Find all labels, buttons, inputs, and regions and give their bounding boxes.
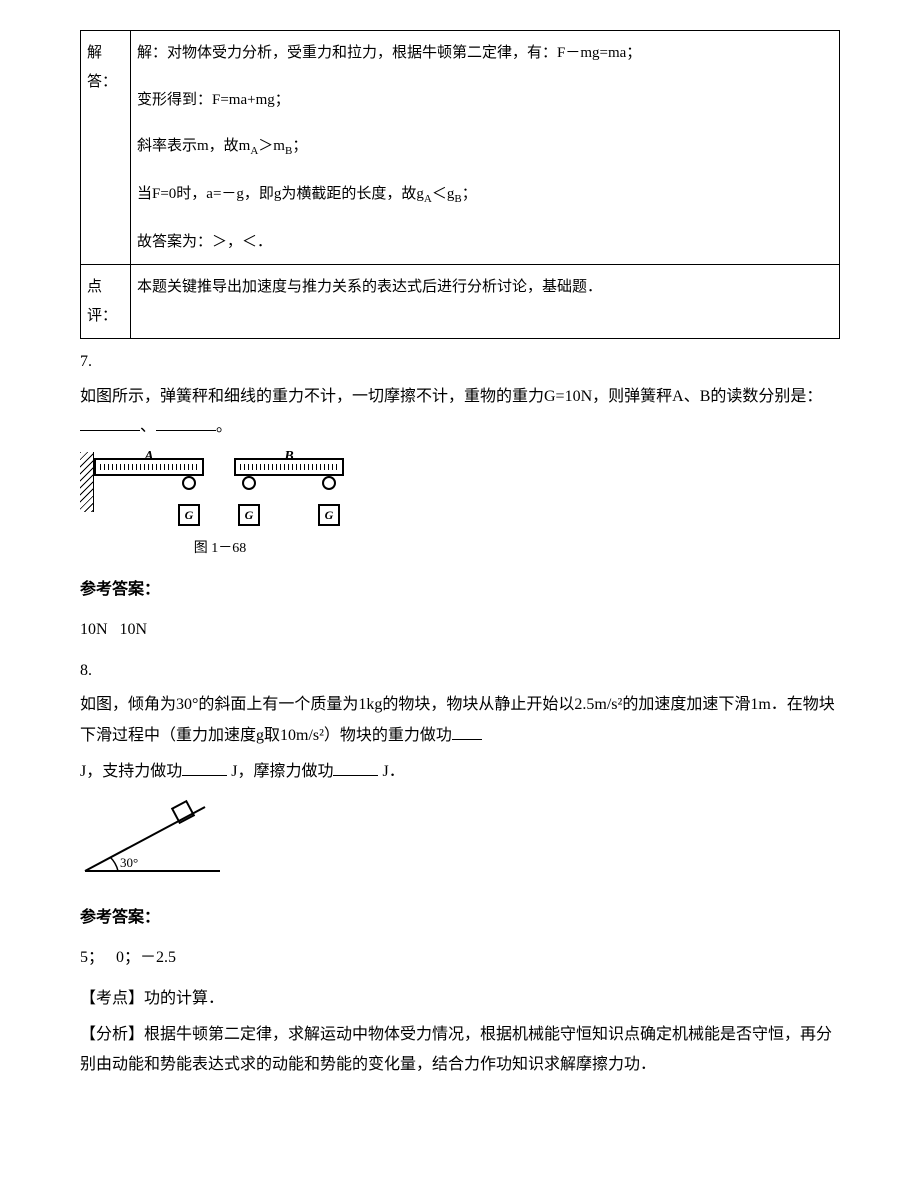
solution-line: 变形得到：F=ma+mg；	[137, 86, 833, 115]
spring-a-assembly: A G	[80, 452, 204, 526]
blank-input	[333, 760, 378, 776]
row-label: 点评：	[81, 265, 131, 339]
table-row: 解答： 解：对物体受力分析，受重力和拉力，根据牛顿第二定律，有：F－mg=ma；…	[81, 31, 840, 265]
q8-text2b: J，摩擦力做功	[227, 763, 333, 780]
q7-text-prefix: 如图所示，弹簧秤和细线的重力不计，一切摩擦不计，重物的重力G=10N，则弹簧秤A…	[80, 388, 822, 405]
spring-scale-a: A	[94, 458, 204, 476]
solution-line: 当F=0时，a=－g，即g为横截距的长度，故gA＜gB；	[137, 180, 833, 210]
q7-period: 。	[216, 418, 232, 435]
weight-box: G	[238, 504, 260, 526]
spring-b-assembly: B G G	[234, 452, 344, 526]
spring-label-a: A	[144, 444, 153, 471]
answer-header: 参考答案：	[80, 903, 840, 933]
row-label: 解答：	[81, 31, 131, 265]
keypoint-line: 【考点】功的计算．	[80, 984, 840, 1014]
answer-text: 10N 10N	[80, 615, 840, 645]
solution-line: 斜率表示m，故mA＞mB；	[137, 132, 833, 162]
row-content: 本题关键推导出加速度与推力关系的表达式后进行分析讨论，基础题．	[131, 265, 840, 339]
solution-line: 解：对物体受力分析，受重力和拉力，根据牛顿第二定律，有：F－mg=ma；	[137, 39, 833, 68]
question-number: 8.	[80, 656, 840, 686]
pulley-icon	[242, 476, 256, 490]
weight-box: G	[318, 504, 340, 526]
answer-header: 参考答案：	[80, 575, 840, 605]
question-number: 7.	[80, 347, 840, 377]
an-text: 根据牛顿第二定律，求解运动中物体受力情况，根据机械能守恒知识点确定机械能是否守恒…	[80, 1026, 832, 1073]
weight-box: G	[178, 504, 200, 526]
spring-label-b: B	[284, 444, 293, 471]
q8-text2c: J．	[378, 763, 404, 780]
analysis-line: 【分析】根据牛顿第二定律，求解运动中物体受力情况，根据机械能守恒知识点确定机械能…	[80, 1020, 840, 1081]
solution-table: 解答： 解：对物体受力分析，受重力和拉力，根据牛顿第二定律，有：F－mg=ma；…	[80, 30, 840, 339]
spring-scale-b: B	[234, 458, 344, 476]
blank-input	[156, 415, 216, 431]
blank-input	[452, 724, 482, 740]
question-text: 如图，倾角为30°的斜面上有一个质量为1kg的物块，物块从静止开始以2.5m/s…	[80, 690, 840, 751]
row-content: 解：对物体受力分析，受重力和拉力，根据牛顿第二定律，有：F－mg=ma； 变形得…	[131, 31, 840, 265]
question-text-cont: J，支持力做功 J，摩擦力做功 J．	[80, 757, 840, 787]
q7-sep: 、	[140, 418, 156, 435]
kp-text: 功的计算．	[144, 990, 224, 1007]
blank-input	[182, 760, 227, 776]
blank-input	[80, 415, 140, 431]
q8-text2a: J，支持力做功	[80, 763, 182, 780]
angle-label: 30°	[120, 855, 138, 870]
pulley-icon	[182, 476, 196, 490]
diagram-caption: 图 1－68	[80, 536, 360, 563]
kp-label: 【考点】	[80, 990, 144, 1007]
answer-text: 5； 0；－2.5	[80, 943, 840, 973]
incline-diagram: 30°	[80, 799, 840, 890]
wall-hatch	[80, 452, 94, 512]
table-row: 点评： 本题关键推导出加速度与推力关系的表达式后进行分析讨论，基础题．	[81, 265, 840, 339]
solution-line: 故答案为：＞，＜．	[137, 228, 833, 257]
spring-scale-diagram: A G B G G	[80, 452, 840, 526]
an-label: 【分析】	[80, 1026, 144, 1043]
question-text: 如图所示，弹簧秤和细线的重力不计，一切摩擦不计，重物的重力G=10N，则弹簧秤A…	[80, 382, 840, 443]
pulley-icon	[322, 476, 336, 490]
